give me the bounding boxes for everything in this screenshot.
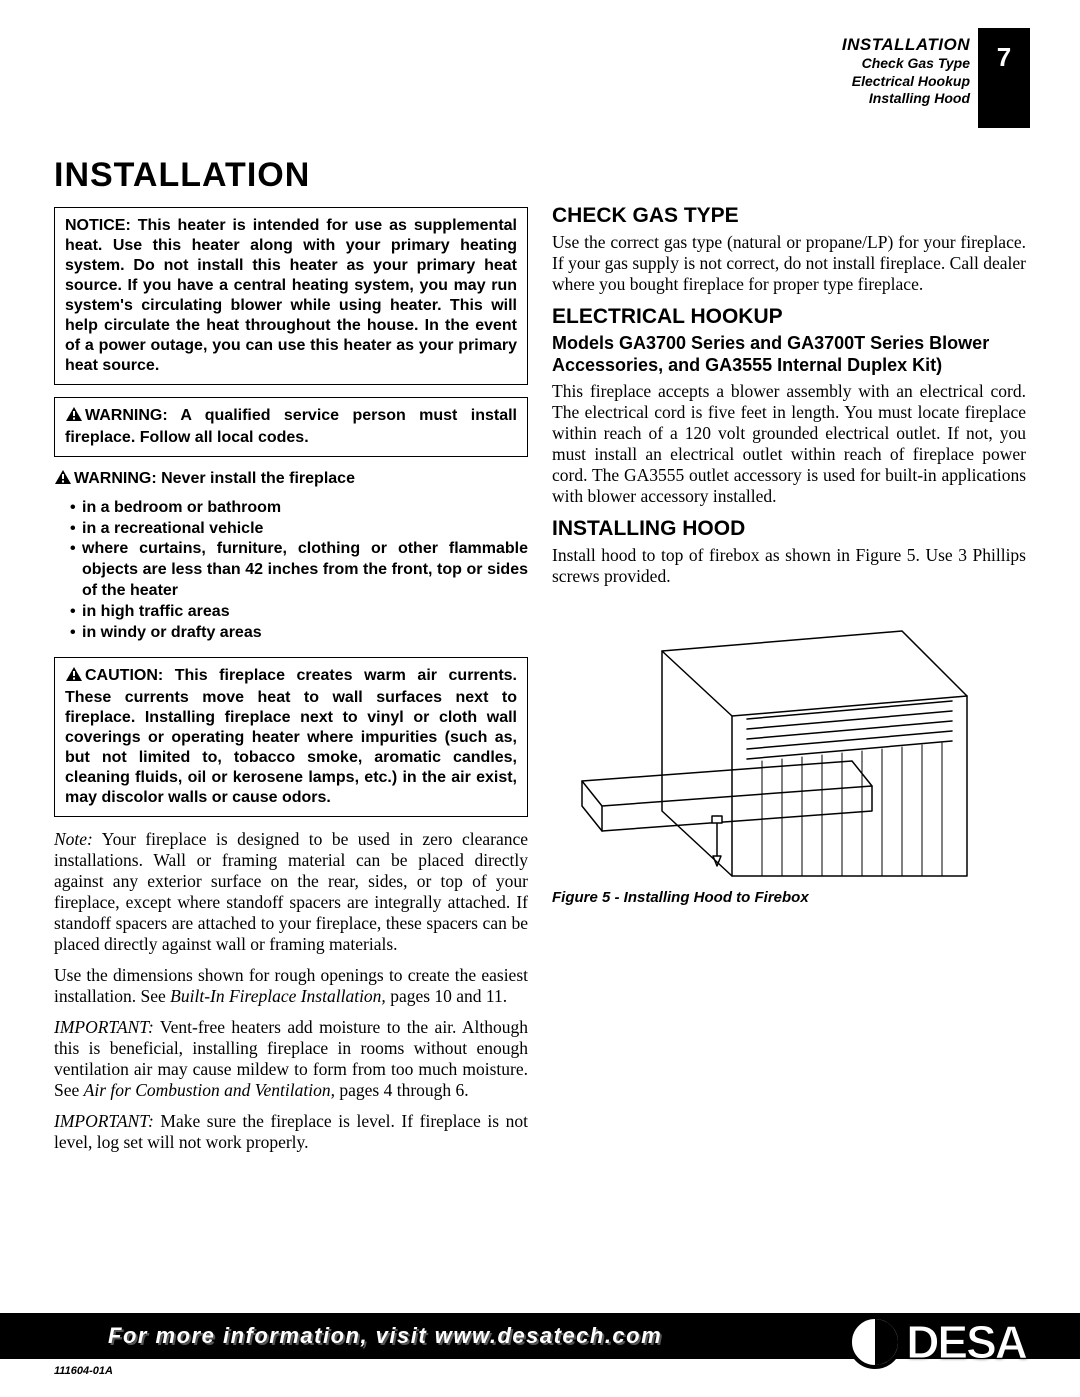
caution-box: CAUTION: This fireplace creates warm air… (54, 657, 528, 817)
list-item: in a recreational vehicle (70, 519, 528, 540)
warning-qualified-box: WARNING: A qualified service person must… (54, 397, 528, 457)
warning-qualified-text: WARNING: A qualified service person must… (65, 407, 517, 446)
warning-icon (65, 406, 83, 428)
dims-ref: Built-In Fireplace Installation, (170, 986, 386, 1006)
imp1-ref: Air for Combustion and Ventilation, (84, 1080, 335, 1100)
list-item: in windy or drafty areas (70, 623, 528, 644)
electrical-hookup-subhead: Models GA3700 Series and GA3700T Series … (552, 333, 1026, 377)
brand-icon (848, 1315, 902, 1369)
electrical-hookup-heading: ELECTRICAL HOOKUP (552, 305, 1026, 329)
main-title: INSTALLATION (54, 156, 528, 195)
important-moisture-paragraph: IMPORTANT: Vent-free heaters add moistur… (54, 1017, 528, 1101)
imp2-lead: IMPORTANT: (54, 1111, 154, 1131)
warning-icon (65, 666, 83, 688)
header-sub-1: Check Gas Type (842, 55, 970, 73)
figure-5-caption: Figure 5 - Installing Hood to Firebox (552, 889, 982, 906)
note-body: Your fireplace is designed to be used in… (54, 829, 528, 954)
header-sub-3: Installing Hood (842, 90, 970, 108)
warning-icon (54, 469, 72, 492)
list-item: in a bedroom or bathroom (70, 498, 528, 519)
note-lead: Note: (54, 829, 93, 849)
page-header: INSTALLATION Check Gas Type Electrical H… (842, 28, 1030, 128)
installing-hood-body: Install hood to top of firebox as shown … (552, 545, 1026, 587)
electrical-hookup-body: This fireplace accepts a blower assembly… (552, 381, 1026, 507)
footer-text: For more information, visit www.desatech… (108, 1323, 662, 1349)
notice-box: NOTICE: This heater is intended for use … (54, 207, 528, 385)
header-sub-2: Electrical Hookup (842, 73, 970, 91)
warning-never-text: WARNING: Never install the fireplace (74, 470, 355, 487)
document-code: 111604-01A (54, 1365, 113, 1377)
important-level-paragraph: IMPORTANT: Make sure the fireplace is le… (54, 1111, 528, 1153)
list-item: in high traffic areas (70, 602, 528, 623)
imp1-lead: IMPORTANT: (54, 1017, 154, 1037)
header-text: INSTALLATION Check Gas Type Electrical H… (842, 28, 978, 128)
dimensions-paragraph: Use the dimensions shown for rough openi… (54, 965, 528, 1007)
warning-never-line: WARNING: Never install the fireplace (54, 469, 528, 492)
header-title: INSTALLATION (842, 34, 970, 55)
imp1-tail: pages 4 through 6. (335, 1080, 469, 1100)
never-install-list: in a bedroom or bathroom in a recreation… (54, 498, 528, 644)
check-gas-type-heading: CHECK GAS TYPE (552, 204, 1026, 228)
list-item: where curtains, furniture, clothing or o… (70, 539, 528, 601)
installing-hood-heading: INSTALLING HOOD (552, 517, 1026, 541)
figure-5: Figure 5 - Installing Hood to Firebox (552, 601, 982, 906)
dims-tail: pages 10 and 11. (386, 986, 507, 1006)
check-gas-type-body: Use the correct gas type (natural or pro… (552, 232, 1026, 295)
brand-text: DESA (906, 1315, 1026, 1369)
right-column: CHECK GAS TYPE Use the correct gas type … (552, 156, 1026, 1163)
content-body: INSTALLATION NOTICE: This heater is inte… (54, 156, 1026, 1163)
caution-text: CAUTION: This fireplace creates warm air… (65, 667, 517, 806)
brand-logo: DESA (848, 1315, 1026, 1369)
note-paragraph: Note: Your fireplace is designed to be u… (54, 829, 528, 955)
left-column: INSTALLATION NOTICE: This heater is inte… (54, 156, 528, 1163)
page-number: 7 (978, 28, 1030, 128)
firebox-diagram (552, 601, 982, 881)
